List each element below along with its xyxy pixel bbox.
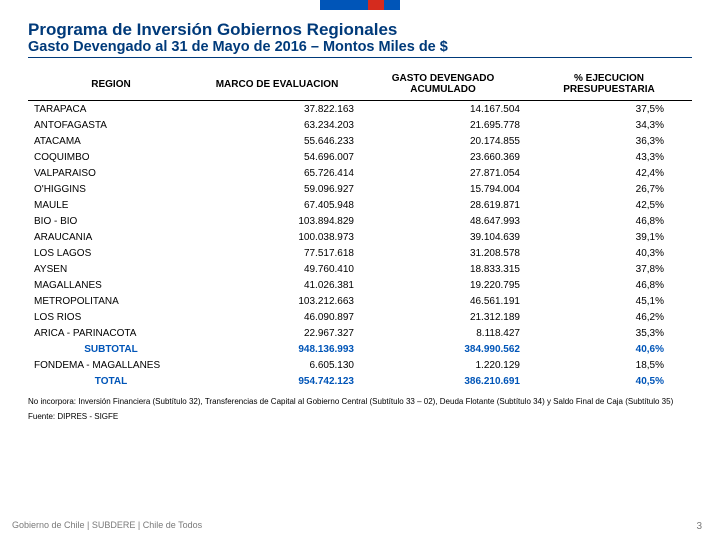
- table-row: O'HIGGINS59.096.92715.794.00426,7%: [28, 181, 692, 197]
- page-title: Programa de Inversión Gobiernos Regional…: [28, 20, 692, 40]
- page-subtitle: Gasto Devengado al 31 de Mayo de 2016 – …: [28, 39, 692, 58]
- col-marco: MARCO DE EVALUACION: [194, 68, 360, 101]
- page-number: 3: [696, 521, 702, 532]
- table-row: LOS LAGOS77.517.61831.208.57840,3%: [28, 245, 692, 261]
- col-region: REGION: [28, 68, 194, 101]
- investment-table: REGION MARCO DE EVALUACION GASTO DEVENGA…: [28, 68, 692, 389]
- col-ejecucion: % EJECUCION PRESUPUESTARIA: [526, 68, 692, 101]
- table-row: TARAPACA37.822.16314.167.50437,5%: [28, 101, 692, 118]
- footer-text: Gobierno de Chile | SUBDERE | Chile de T…: [12, 520, 202, 530]
- flag-logo-bar: [320, 0, 400, 10]
- table-row: VALPARAISO65.726.41427.871.05442,4%: [28, 165, 692, 181]
- table-row: ARICA - PARINACOTA22.967.3278.118.42735,…: [28, 325, 692, 341]
- table-fondema: FONDEMA - MAGALLANES6.605.1301.220.12918…: [28, 357, 692, 373]
- table-row: METROPOLITANA103.212.66346.561.19145,1%: [28, 293, 692, 309]
- footnote: No incorpora: Inversión Financiera (Subt…: [28, 397, 692, 407]
- table-row: COQUIMBO54.696.00723.660.36943,3%: [28, 149, 692, 165]
- table-subtotal: SUBTOTAL948.136.993384.990.56240,6%: [28, 341, 692, 357]
- table-total: TOTAL954.742.123386.210.69140,5%: [28, 373, 692, 389]
- table-row: ARAUCANIA100.038.97339.104.63939,1%: [28, 229, 692, 245]
- table-row: BIO - BIO103.894.82948.647.99346,8%: [28, 213, 692, 229]
- col-gasto: GASTO DEVENGADO ACUMULADO: [360, 68, 526, 101]
- table-row: LOS RIOS46.090.89721.312.18946,2%: [28, 309, 692, 325]
- source-note: Fuente: DIPRES - SIGFE: [28, 412, 692, 421]
- table-row: ANTOFAGASTA63.234.20321.695.77834,3%: [28, 117, 692, 133]
- table-row: ATACAMA55.646.23320.174.85536,3%: [28, 133, 692, 149]
- table-row: MAGALLANES41.026.38119.220.79546,8%: [28, 277, 692, 293]
- table-row: MAULE67.405.94828.619.87142,5%: [28, 197, 692, 213]
- table-row: AYSEN49.760.41018.833.31537,8%: [28, 261, 692, 277]
